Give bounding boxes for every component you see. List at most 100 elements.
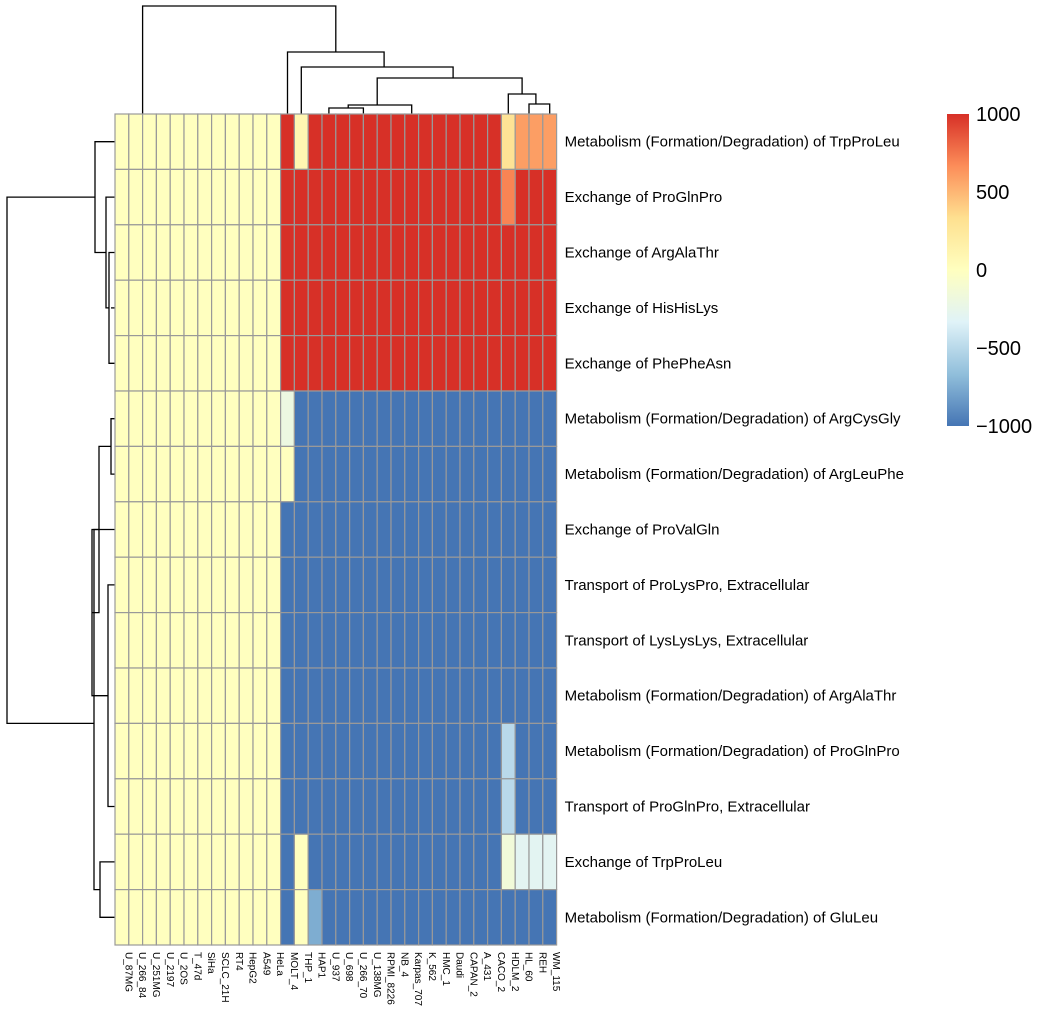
heatmap-cell [252,667,268,725]
heatmap-cell [514,390,530,448]
heatmap-cell [335,611,351,669]
heatmap-cell [197,556,213,614]
heatmap-cell [500,722,516,780]
column-label: CACO_2 [495,952,506,992]
heatmap-cell [114,224,130,281]
heatmap-cell [445,279,461,337]
heatmap-cell [473,556,489,614]
heatmap-cell [431,888,447,946]
heatmap-cell [542,888,558,946]
heatmap-cell [266,778,282,835]
column-label: RT4 [233,952,244,971]
heatmap-cell [252,556,268,614]
heatmap-cell [418,390,434,448]
heatmap-cell [473,445,489,503]
heatmap-cell [238,667,254,725]
heatmap-cell [349,279,365,337]
heatmap-cell [500,556,516,614]
heatmap-cell [128,335,144,392]
heatmap-cell [459,888,475,946]
heatmap-cell [280,224,296,281]
heatmap-cell [128,778,144,835]
heatmap-cell [335,279,351,337]
heatmap-cell [390,501,406,558]
heatmap-cell [335,224,351,281]
heatmap-cell [321,611,337,669]
heatmap-cell [293,667,309,725]
heatmap-cell [169,113,185,171]
heatmap-cell [349,445,365,503]
heatmap-cell [114,501,130,558]
heatmap-cell [431,667,447,725]
heatmap-cell [169,833,185,891]
heatmap-cell [183,445,199,503]
heatmap-cell [349,224,365,281]
heatmap-cell [487,501,503,558]
heatmap-cell [183,224,199,281]
heatmap-cell [404,888,420,946]
heatmap-cell [431,279,447,337]
row-label: Exchange of HisHisLys [565,300,719,317]
heatmap-cell [542,667,558,725]
heatmap-cell [362,279,378,337]
heatmap-cell [349,611,365,669]
heatmap-cell [211,556,227,614]
heatmap-cell [362,335,378,392]
heatmap-cell [211,611,227,669]
heatmap-cell [197,224,213,281]
heatmap-cell [114,390,130,448]
heatmap-cell [362,501,378,558]
heatmap-cell [445,113,461,171]
heatmap-cell [362,833,378,891]
heatmap-cell [542,168,558,226]
heatmap-cell [142,224,158,281]
heatmap-cell [321,279,337,337]
heatmap-cell [349,667,365,725]
heatmap-cell [376,335,392,392]
row-label: Transport of ProGlnPro, Extracellular [565,799,810,816]
heatmap-cell [280,722,296,780]
heatmap-cell [142,611,158,669]
heatmap-cell [307,667,323,725]
heatmap-cell [418,168,434,226]
heatmap-cell [321,224,337,281]
heatmap-cell [238,390,254,448]
heatmap-cell [293,778,309,835]
heatmap-cell [390,833,406,891]
heatmap-cell [321,722,337,780]
legend-tick-label: 1000 [976,104,1021,126]
heatmap-cell [500,445,516,503]
heatmap-cell [266,445,282,503]
heatmap-cell [169,778,185,835]
heatmap-cell [542,224,558,281]
heatmap-cell [142,445,158,503]
heatmap-cell [155,667,171,725]
heatmap-cell [238,611,254,669]
heatmap-cell [431,722,447,780]
heatmap-cell [542,611,558,669]
heatmap-cell [528,168,544,226]
heatmap-cell [431,778,447,835]
heatmap-cell [114,667,130,725]
heatmap-cell [500,335,516,392]
column-label: A549 [260,952,271,976]
heatmap-cell [514,611,530,669]
heatmap-cell [238,279,254,337]
heatmap-cell [238,556,254,614]
heatmap-cell [349,556,365,614]
heatmap-cell [183,778,199,835]
heatmap-cell [335,390,351,448]
heatmap-cell [211,335,227,392]
heatmap-cell [390,113,406,171]
heatmap-cell [349,168,365,226]
heatmap-cell [514,722,530,780]
heatmap-cell [445,667,461,725]
heatmap-cell [293,501,309,558]
heatmap-cell [404,667,420,725]
heatmap-cell [266,335,282,392]
heatmap-cell [142,778,158,835]
legend-tick-label: −500 [976,338,1021,360]
heatmap-cell [500,833,516,891]
heatmap-cell [542,279,558,337]
